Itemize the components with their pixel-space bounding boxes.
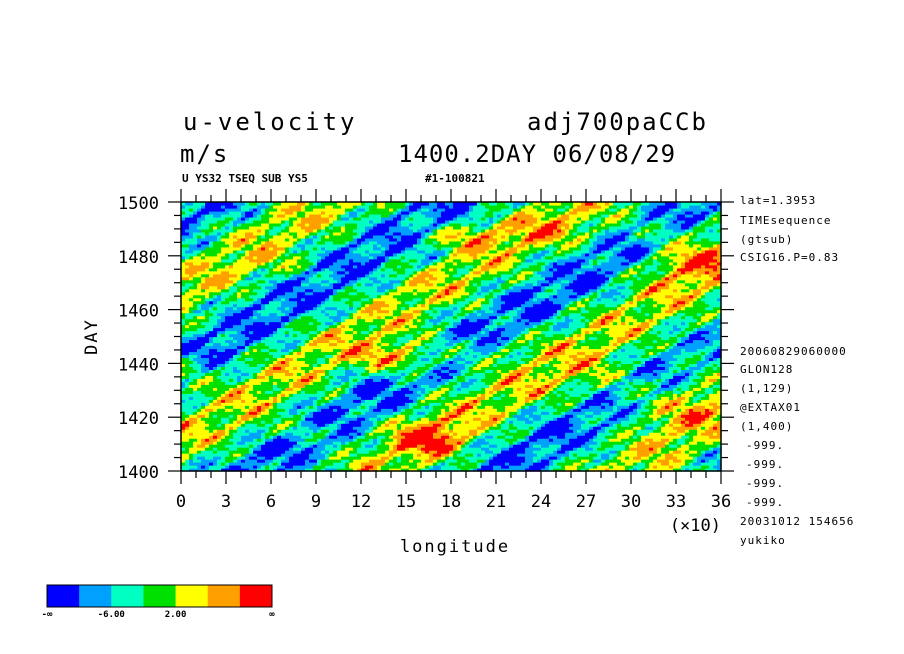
y-axis-label: DAY [82,318,102,355]
colorbar-label: 2.00 [165,610,187,620]
y-tick-label: 1480 [118,248,159,268]
side-info-range-y: (1,400) [740,420,794,433]
x-tick-label: 36 [711,492,731,512]
x-tick-label: 15 [396,492,416,512]
y-tick-label: 1400 [118,463,159,483]
side-info-missing-2: -999. [746,458,785,471]
colorbar-swatch [239,585,273,607]
side-info-date: 20060829060000 [740,345,847,358]
colorbar-swatch [79,585,112,607]
side-info-timesequence: TIMEsequence [740,214,832,227]
units-label: m/s [180,140,230,168]
x-axis-multiplier: (×10) [670,516,721,536]
title-variable: u-velocity [183,108,358,136]
side-info-gtsub: (gtsub) [740,233,794,246]
x-tick-label: 18 [441,492,461,512]
colorbar-swatch [143,585,176,607]
side-info-missing-4: -999. [746,496,785,509]
x-axis-label: longitude [400,537,510,557]
colorbar-frame [46,584,273,608]
subtitle-left: U YS32 TSEQ SUB YS5 [182,172,308,185]
colorbar-swatch [175,585,209,607]
colorbar-swatch [207,585,241,607]
side-info-csig: CSIG16.P=0.83 [740,251,840,264]
x-tick-label: 30 [621,492,641,512]
x-tick-label: 6 [266,492,276,512]
x-tick-label: 33 [666,492,686,512]
colorbar-label: -6.00 [98,610,125,620]
x-tick-label: 9 [311,492,321,512]
side-info-timestamp: 20031012 154656 [740,515,855,528]
colorbar-label: -∞ [42,610,53,620]
y-tick-label: 1420 [118,409,159,429]
colorbar-swatch [111,585,144,607]
colorbar-swatch [47,585,80,607]
title-experiment: adj700paCCb [527,108,708,136]
x-tick-label: 21 [486,492,506,512]
side-info-missing-3: -999. [746,477,785,490]
y-tick-label: 1460 [118,302,159,322]
x-tick-label: 0 [176,492,186,512]
heatmap-cells [181,202,722,472]
side-info-extax: @EXTAX01 [740,401,801,414]
side-info-missing-1: -999. [746,439,785,452]
y-tick-label: 1500 [118,194,159,214]
subtitle-right: #1-100821 [425,172,485,185]
x-tick-label: 24 [531,492,551,512]
side-info-glon: GLON128 [740,363,794,376]
datetime-label: 1400.2DAY 06/08/29 [398,140,677,168]
y-tick-label: 1440 [118,355,159,375]
side-info-range-x: (1,129) [740,382,794,395]
x-tick-label: 3 [221,492,231,512]
colorbar-label: ∞ [269,610,275,620]
x-tick-label: 12 [351,492,371,512]
side-info-user: yukiko [740,534,786,547]
x-tick-label: 27 [576,492,596,512]
side-info-lat: lat=1.3953 [740,194,817,207]
